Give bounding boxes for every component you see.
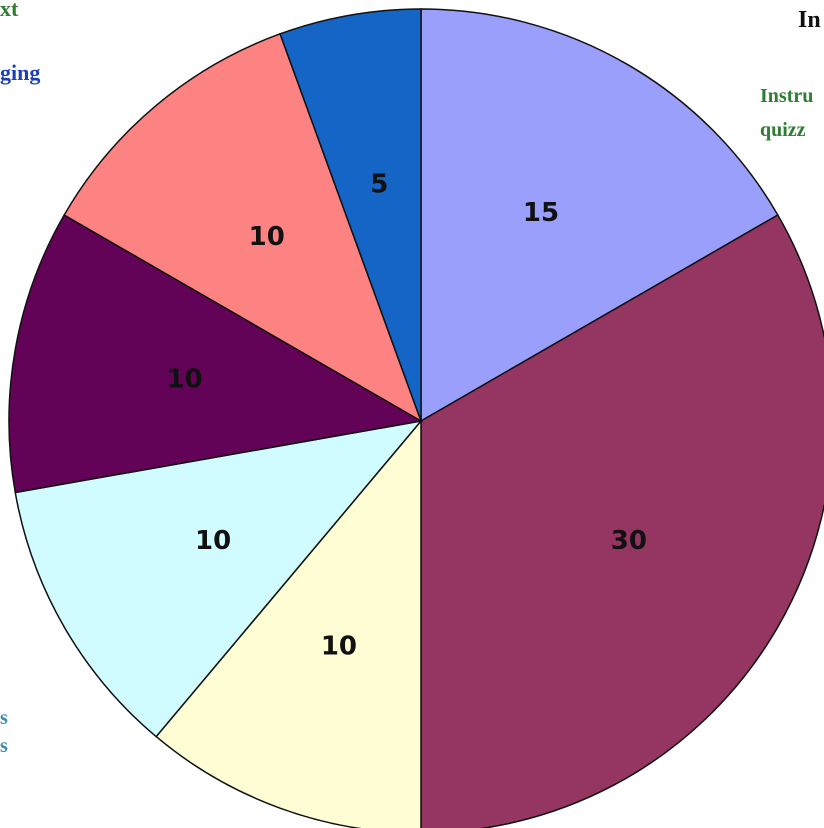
pie-slice-2	[155, 418, 422, 828]
pie-slice-5	[63, 32, 423, 423]
pie-slice-1	[420, 213, 824, 828]
pie-data-label-6: 5	[370, 170, 388, 200]
pie-slice-6	[279, 8, 422, 422]
legend-fragment-xt: xt	[0, 0, 19, 21]
legend-fragment-s-1: s	[0, 707, 8, 729]
pie-data-label-2: 10	[321, 632, 357, 662]
pie-slice-0	[420, 8, 779, 423]
pie-data-label-5: 10	[249, 222, 285, 252]
pie-slice-3	[14, 419, 423, 738]
legend-fragment-s-2: s	[0, 735, 8, 757]
pie-slices	[8, 8, 824, 828]
legend-fragment-quizz: quizz	[760, 119, 806, 141]
legend-fragment-ging: ging	[0, 60, 41, 85]
legend-fragment-instru: Instru	[760, 85, 814, 107]
pie-data-label-4: 10	[167, 364, 203, 394]
pie-data-labels: 15 30 10 10 10 10 5	[167, 170, 647, 662]
pie-data-label-0: 15	[523, 198, 559, 228]
pie-data-label-1: 30	[611, 526, 647, 556]
chart-title-fragment: In	[798, 7, 821, 33]
pie-data-label-3: 10	[195, 526, 231, 556]
pie-slice-4	[8, 213, 424, 494]
